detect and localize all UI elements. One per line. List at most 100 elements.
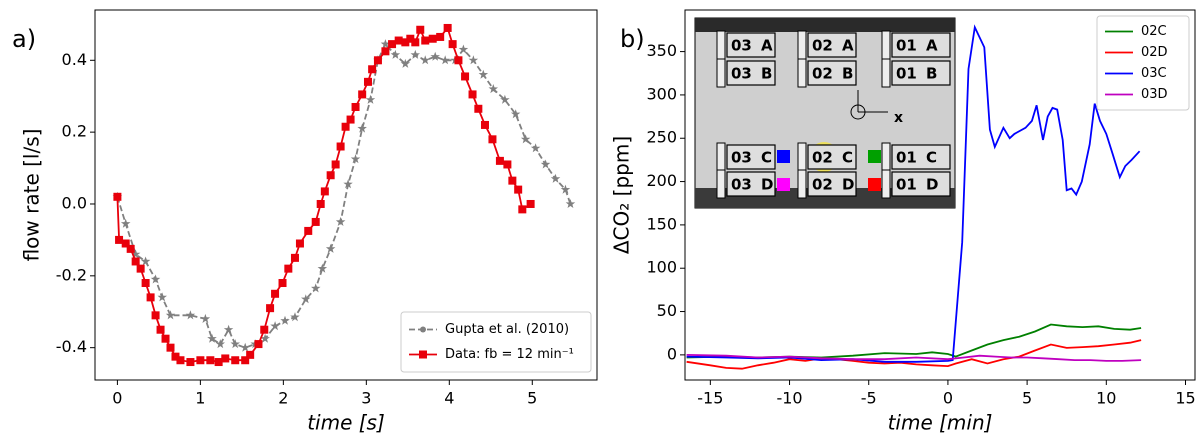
data-point xyxy=(390,49,401,59)
y-tick-label: 0 xyxy=(667,344,677,363)
data-point xyxy=(346,115,355,124)
door xyxy=(716,58,726,88)
x-tick-label: -5 xyxy=(861,389,877,408)
room-cell xyxy=(891,32,951,58)
x-tick-label: 10 xyxy=(1096,389,1116,408)
data-point xyxy=(130,249,141,259)
data-point xyxy=(241,356,250,365)
y-axis-label: ΔCO₂ [ppm] xyxy=(610,136,634,254)
legend-marker xyxy=(420,326,426,333)
data-point xyxy=(350,154,361,164)
data-point xyxy=(311,283,321,293)
data-point xyxy=(140,256,151,266)
y-tick-label: 0.4 xyxy=(62,50,87,69)
data-point xyxy=(480,120,489,129)
data-point xyxy=(358,90,367,99)
legend-label: 03C xyxy=(1141,66,1167,81)
data-point xyxy=(215,339,225,349)
x-tick-label: 0 xyxy=(943,389,953,408)
door xyxy=(716,169,726,199)
room-cell xyxy=(891,144,951,170)
room-label: 03 xyxy=(731,65,752,83)
data-point xyxy=(317,263,328,273)
data-point xyxy=(290,253,299,262)
room-label: A xyxy=(842,37,854,55)
door xyxy=(881,58,891,88)
x-tick-label: 5 xyxy=(527,389,537,408)
data-point xyxy=(363,77,372,86)
legend-label: 02C xyxy=(1141,24,1167,39)
room-cell xyxy=(726,60,776,86)
legend-box xyxy=(1096,15,1190,111)
room-label: 01 xyxy=(896,149,917,167)
data-point xyxy=(290,312,300,322)
data-point xyxy=(207,333,217,343)
data-point xyxy=(468,55,479,65)
data-point xyxy=(260,325,269,334)
room-label: C xyxy=(926,149,937,167)
y-tick-label: -0.2 xyxy=(56,265,87,284)
room-label: D xyxy=(842,176,854,194)
data-point xyxy=(320,187,329,196)
data-line xyxy=(686,24,1141,363)
data-point xyxy=(518,205,527,214)
data-line xyxy=(686,339,1142,370)
panel-label: b) xyxy=(620,25,645,53)
data-point xyxy=(488,135,497,144)
data-point xyxy=(411,38,420,47)
data-point xyxy=(270,321,280,331)
x-tick-label: 0 xyxy=(112,389,122,408)
room-label: 02 xyxy=(812,65,833,83)
data-point xyxy=(550,173,561,183)
y-tick-label: 250 xyxy=(646,128,677,147)
data-point xyxy=(336,142,345,151)
data-point xyxy=(565,199,576,208)
data-point xyxy=(394,36,403,45)
room-label: D xyxy=(926,176,938,194)
y-tick-label: 0.0 xyxy=(62,193,87,212)
door xyxy=(881,30,891,60)
x-axis-label: time [min] xyxy=(888,411,993,435)
room-label: C xyxy=(761,149,772,167)
data-point xyxy=(540,159,551,169)
y-axis-label: flow rate [l/s] xyxy=(20,129,44,262)
y-tick-label: 300 xyxy=(646,84,677,103)
room-label: 02 xyxy=(812,149,833,167)
data-point xyxy=(185,310,196,320)
data-point xyxy=(156,325,165,334)
data-point xyxy=(141,279,150,288)
room-label: D xyxy=(761,176,773,194)
data-point xyxy=(421,36,430,45)
room-label: 03 xyxy=(731,149,752,167)
data-point xyxy=(331,160,340,169)
sensor-marker xyxy=(868,150,881,163)
y-tick-label: 50 xyxy=(657,301,677,320)
data-point xyxy=(488,84,498,94)
data-point xyxy=(150,274,161,284)
data-point xyxy=(341,122,350,131)
data-point xyxy=(311,217,320,226)
x-tick-label: -15 xyxy=(697,389,723,408)
data-point xyxy=(526,199,535,208)
data-point xyxy=(121,239,130,248)
door xyxy=(881,169,891,199)
door xyxy=(797,169,807,199)
data-point xyxy=(278,279,287,288)
data-point xyxy=(410,49,420,59)
data-point xyxy=(196,356,205,365)
data-point xyxy=(530,143,541,153)
y-tick-label: 100 xyxy=(646,258,677,277)
data-point xyxy=(508,176,517,185)
data-point xyxy=(373,56,382,65)
room-cell xyxy=(726,171,776,197)
y-tick-label: 150 xyxy=(646,214,677,233)
data-point xyxy=(120,218,131,228)
data-point xyxy=(223,324,234,334)
data-point xyxy=(343,179,353,189)
x-tick-label: 2 xyxy=(278,389,288,408)
room-cell xyxy=(807,171,857,197)
data-point xyxy=(206,356,215,365)
data-line xyxy=(686,323,1142,359)
door xyxy=(716,30,726,60)
data-point xyxy=(365,94,376,104)
